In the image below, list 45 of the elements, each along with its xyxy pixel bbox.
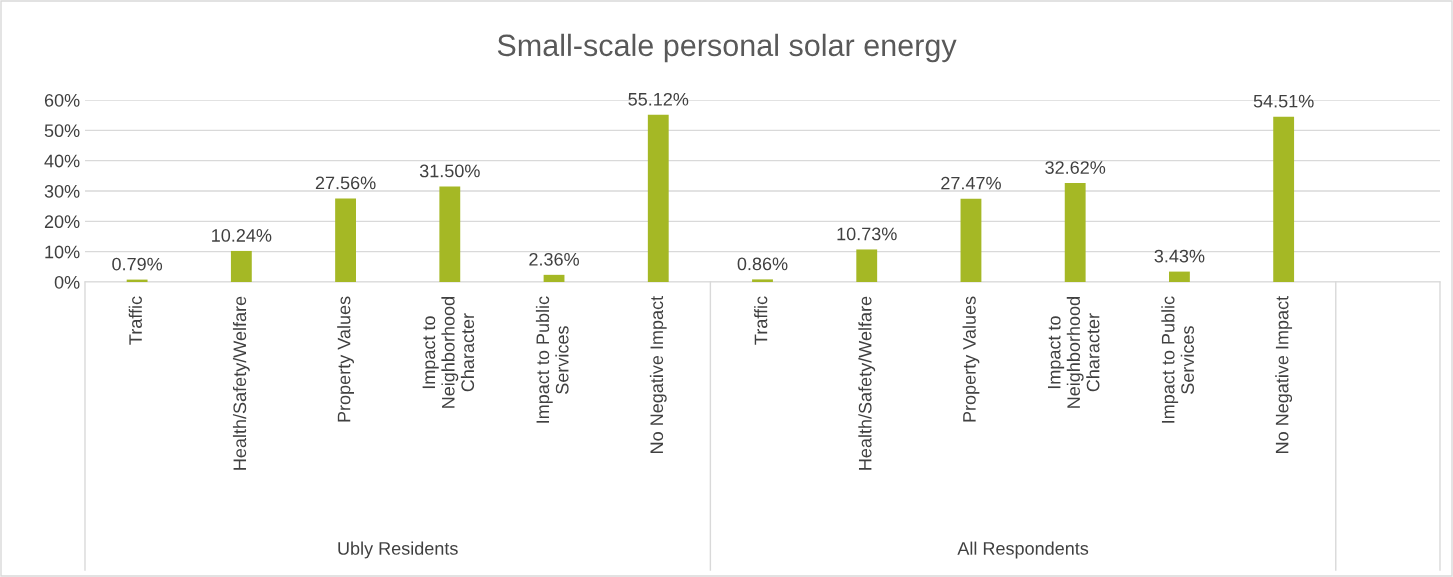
x-tick-label: Property Values [962,296,980,422]
bar [960,198,982,282]
x-tick-label: Impact to Neighborhood Character [1047,297,1100,408]
x-tick-label: No Negative Impact [649,296,667,453]
bar [647,114,669,282]
bar [752,279,773,282]
data-label: 3.43% [1154,249,1205,263]
bar [1169,271,1190,282]
bar [1273,116,1295,282]
data-label: 27.47% [941,176,1001,190]
x-tick-label: Health/Safety/Welfare [232,296,250,470]
y-tick-label: 30% [44,184,80,198]
y-tick-label: 20% [44,215,80,229]
x-tick-label: Traffic [128,296,142,345]
bar [230,250,252,282]
text: All Respondents [957,541,1089,559]
data-label: 10.24% [212,229,272,242]
y-tick-label: 0% [54,275,80,289]
chart-title: Small-scale personal solar energy [497,33,957,63]
text: Ubly Residents [338,541,458,559]
data-label: 55.12% [628,92,689,106]
data-label: 0.79% [112,257,163,271]
x-tick-label: No Negative Impact [1275,296,1293,453]
data-label: 27.56% [315,176,376,190]
y-tick-label: 10% [45,245,80,259]
data-label: 54.51% [1253,94,1314,108]
y-tick-label: 50% [44,124,80,138]
data-label: 31.50% [419,164,480,178]
x-tick-label: Health/Safety/Welfare [858,296,876,470]
data-label: 32.62% [1045,161,1106,174]
x-tick-label: Impact to Public Services [1161,296,1194,423]
bar [335,198,356,282]
bar [439,186,461,282]
x-tick-label: Impact to Public Services [535,296,569,423]
data-label: 2.36% [529,252,579,266]
x-tick-label: Traffic [754,296,768,345]
bar [856,249,878,282]
y-tick-label: 40% [44,154,80,168]
y-tick-label: 60% [44,93,80,107]
x-tick-label: Impact to Neighborhood Character [422,297,475,408]
bar [1064,183,1086,282]
data-label: 10.73% [837,227,897,241]
data-label: 0.86% [737,257,788,271]
x-tick-label: Property Values [337,296,354,422]
bar [543,274,565,282]
